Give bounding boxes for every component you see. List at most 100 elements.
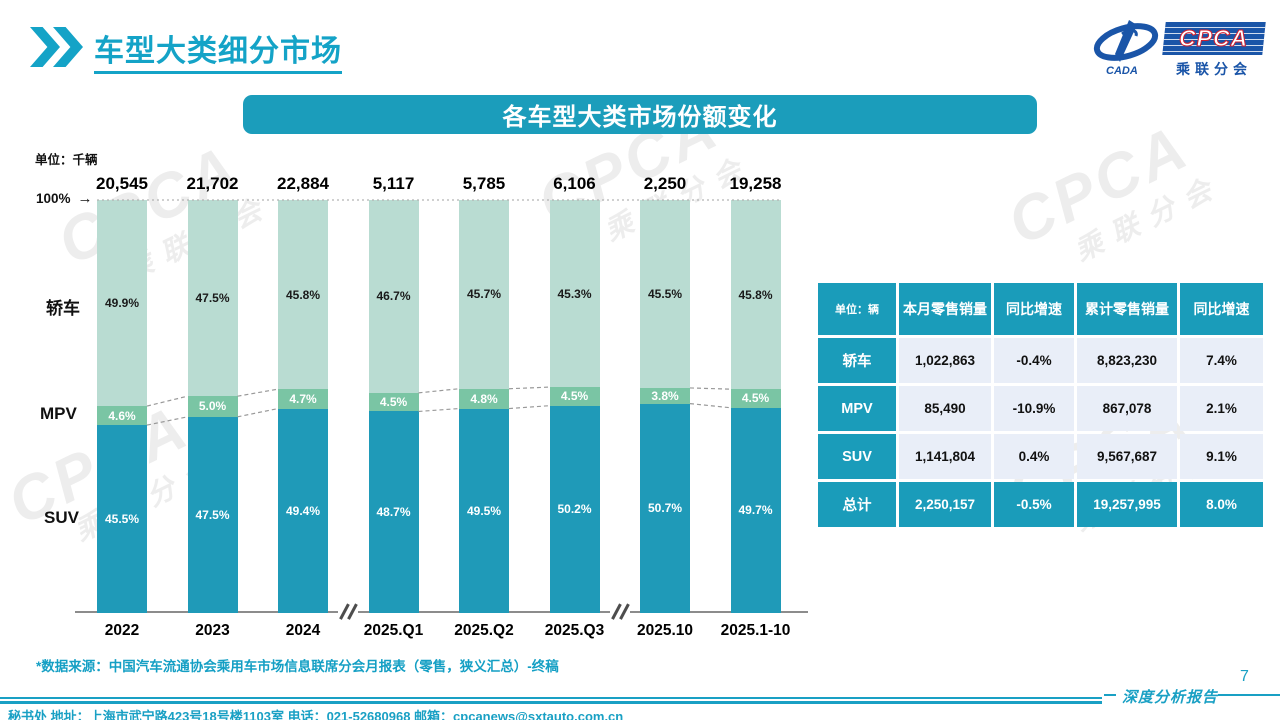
footer-divider <box>0 701 1102 704</box>
unit-label: 单位：千辆 <box>35 153 98 167</box>
axis-break <box>338 606 359 616</box>
bar-total-label: 5,785 <box>462 174 506 193</box>
table-cell: 2.1% <box>1180 386 1263 431</box>
bar-segment-mpv: 4.5% <box>368 392 419 412</box>
table-cell: -0.5% <box>994 482 1074 527</box>
bar-total-label: 5,117 <box>372 174 415 193</box>
table-row-label: MPV <box>818 386 896 431</box>
bar-percent-label: 47.5% <box>195 291 230 306</box>
table-cell: 85,490 <box>899 386 991 431</box>
report-label-line <box>1218 694 1280 696</box>
bar-segment-sedan: 46.7% <box>368 200 419 393</box>
bar-percent-label: 45.8% <box>738 287 773 302</box>
bar-segment-suv: 47.5% <box>187 416 238 613</box>
bar-segment-sedan: 45.3% <box>549 200 600 388</box>
bar-segment-suv: 50.7% <box>640 403 690 613</box>
logo-subtitle: 乘联分会 <box>1176 61 1252 77</box>
bar-segment-suv: 48.7% <box>368 411 419 613</box>
axis-break <box>609 606 630 616</box>
bar-segment-mpv: 4.8% <box>459 388 509 409</box>
x-axis-label: 2023 <box>195 622 230 639</box>
cada-emblem-icon: CADA <box>1093 20 1159 76</box>
table-cell: 7.4% <box>1180 338 1263 383</box>
bar-percent-label: 4.5% <box>741 391 770 406</box>
bar-percent-label: 4.7% <box>289 391 317 406</box>
bar-segment-suv: 49.5% <box>459 408 509 613</box>
footer-contact: 秘书处 地址：上海市武宁路423号18号楼1103室 电话：021-526809… <box>8 709 624 720</box>
table-cell: 8.0% <box>1180 482 1263 527</box>
x-axis-label: 2025.1-10 <box>720 622 791 639</box>
table-cell: -0.4% <box>994 338 1074 383</box>
bar-total-label: 20,545 <box>96 174 148 193</box>
bar-segment-suv: 49.7% <box>730 407 781 613</box>
bar-segment-mpv: 4.5% <box>730 389 781 408</box>
table-row-label: 轿车 <box>818 338 896 383</box>
bar-percent-label: 49.5% <box>466 503 502 518</box>
bar-percent-label: 46.7% <box>376 289 411 304</box>
cpca-watermark: CPCA 乘联分会 <box>997 112 1228 268</box>
table-cell: 1,141,804 <box>899 434 991 479</box>
table-header-cell: 同比增速 <box>994 283 1074 335</box>
table-cell: 9,567,687 <box>1077 434 1177 479</box>
bar-percent-label: 49.4% <box>285 503 321 518</box>
bar-percent-label: 5.0% <box>198 399 227 414</box>
table-header-cell: 同比增速 <box>1180 283 1263 335</box>
bar-total-label: 22,884 <box>277 174 329 193</box>
x-axis-label: 2025.10 <box>636 622 694 639</box>
report-label-dash <box>1104 694 1116 696</box>
bar-percent-label: 49.7% <box>738 503 773 518</box>
table-header-cell: 本月零售销量 <box>899 283 991 335</box>
page-number: 7 <box>1240 668 1249 685</box>
table-cell: 867,078 <box>1077 386 1177 431</box>
page-title: 车型大类细分市场 <box>94 26 342 74</box>
bar-segment-mpv: 4.7% <box>278 389 328 409</box>
summary-table: 单位：辆 本月零售销量 同比增速 累计零售销量 同比增速 轿车 1,022,86… <box>818 283 1263 527</box>
x-axis-label: 2024 <box>285 622 321 639</box>
bar-segment-mpv: 4.5% <box>549 387 600 406</box>
table-row-label: 总计 <box>818 482 896 527</box>
bar-percent-label: 45.8% <box>285 287 321 302</box>
series-label-sedan: 轿车 <box>46 299 80 318</box>
svg-text:CADA: CADA <box>1106 65 1138 76</box>
arrow-right-icon: → <box>77 190 93 207</box>
bar-percent-label: 45.7% <box>466 287 502 302</box>
table-cell: -10.9% <box>994 386 1074 431</box>
data-source-footnote: *数据来源：中国汽车流通协会乘用车市场信息联席分会月报表（零售，狭义汇总）-终稿 <box>36 659 559 674</box>
bar-segment-mpv: 4.6% <box>97 406 147 426</box>
bar-segment-suv: 49.4% <box>278 408 328 613</box>
series-label-mpv: MPV <box>40 404 77 423</box>
bar-segment-mpv: 3.8% <box>640 387 690 404</box>
x-axis-label: 2022 <box>104 622 140 639</box>
table-cell: 1,022,863 <box>899 338 991 383</box>
bar-percent-label: 48.7% <box>376 505 411 520</box>
axis-100-label: 100% → <box>36 190 93 207</box>
table-header-cell: 累计零售销量 <box>1077 283 1177 335</box>
bar-segment-sedan: 45.8% <box>278 200 328 390</box>
bar-segment-sedan: 45.5% <box>640 200 690 388</box>
x-axis-line <box>75 611 808 613</box>
bar-segment-suv: 50.2% <box>549 405 600 613</box>
bar-percent-label: 3.8% <box>651 388 679 403</box>
bar-percent-label: 4.5% <box>379 395 408 410</box>
bar-percent-label: 45.5% <box>647 286 683 301</box>
bar-percent-label: 4.6% <box>108 408 136 423</box>
cpca-logo: CADA CPCA 乘联分会 <box>1092 16 1270 80</box>
bar-percent-label: 45.3% <box>557 286 592 301</box>
bar-percent-label: 4.5% <box>560 389 589 404</box>
bar-percent-label: 45.5% <box>104 512 140 527</box>
bar-segment-mpv: 5.0% <box>187 396 238 417</box>
bar-segment-sedan: 47.5% <box>187 200 238 397</box>
bar-segment-sedan: 45.8% <box>730 200 781 390</box>
bar-segment-sedan: 45.7% <box>459 200 509 389</box>
table-row-label: SUV <box>818 434 896 479</box>
chart-title-banner: 各车型大类市场份额变化 <box>243 95 1037 134</box>
footer-divider <box>0 697 1102 699</box>
bar-total-label: 19,258 <box>729 174 782 193</box>
bar-percent-label: 47.5% <box>195 507 230 522</box>
x-axis-label: 2025.Q3 <box>544 622 605 639</box>
x-axis-label: 2025.Q2 <box>454 622 514 639</box>
table-cell: 0.4% <box>994 434 1074 479</box>
bar-segment-suv: 45.5% <box>97 425 147 613</box>
cpca-wordmark: CPCA <box>1162 22 1266 55</box>
